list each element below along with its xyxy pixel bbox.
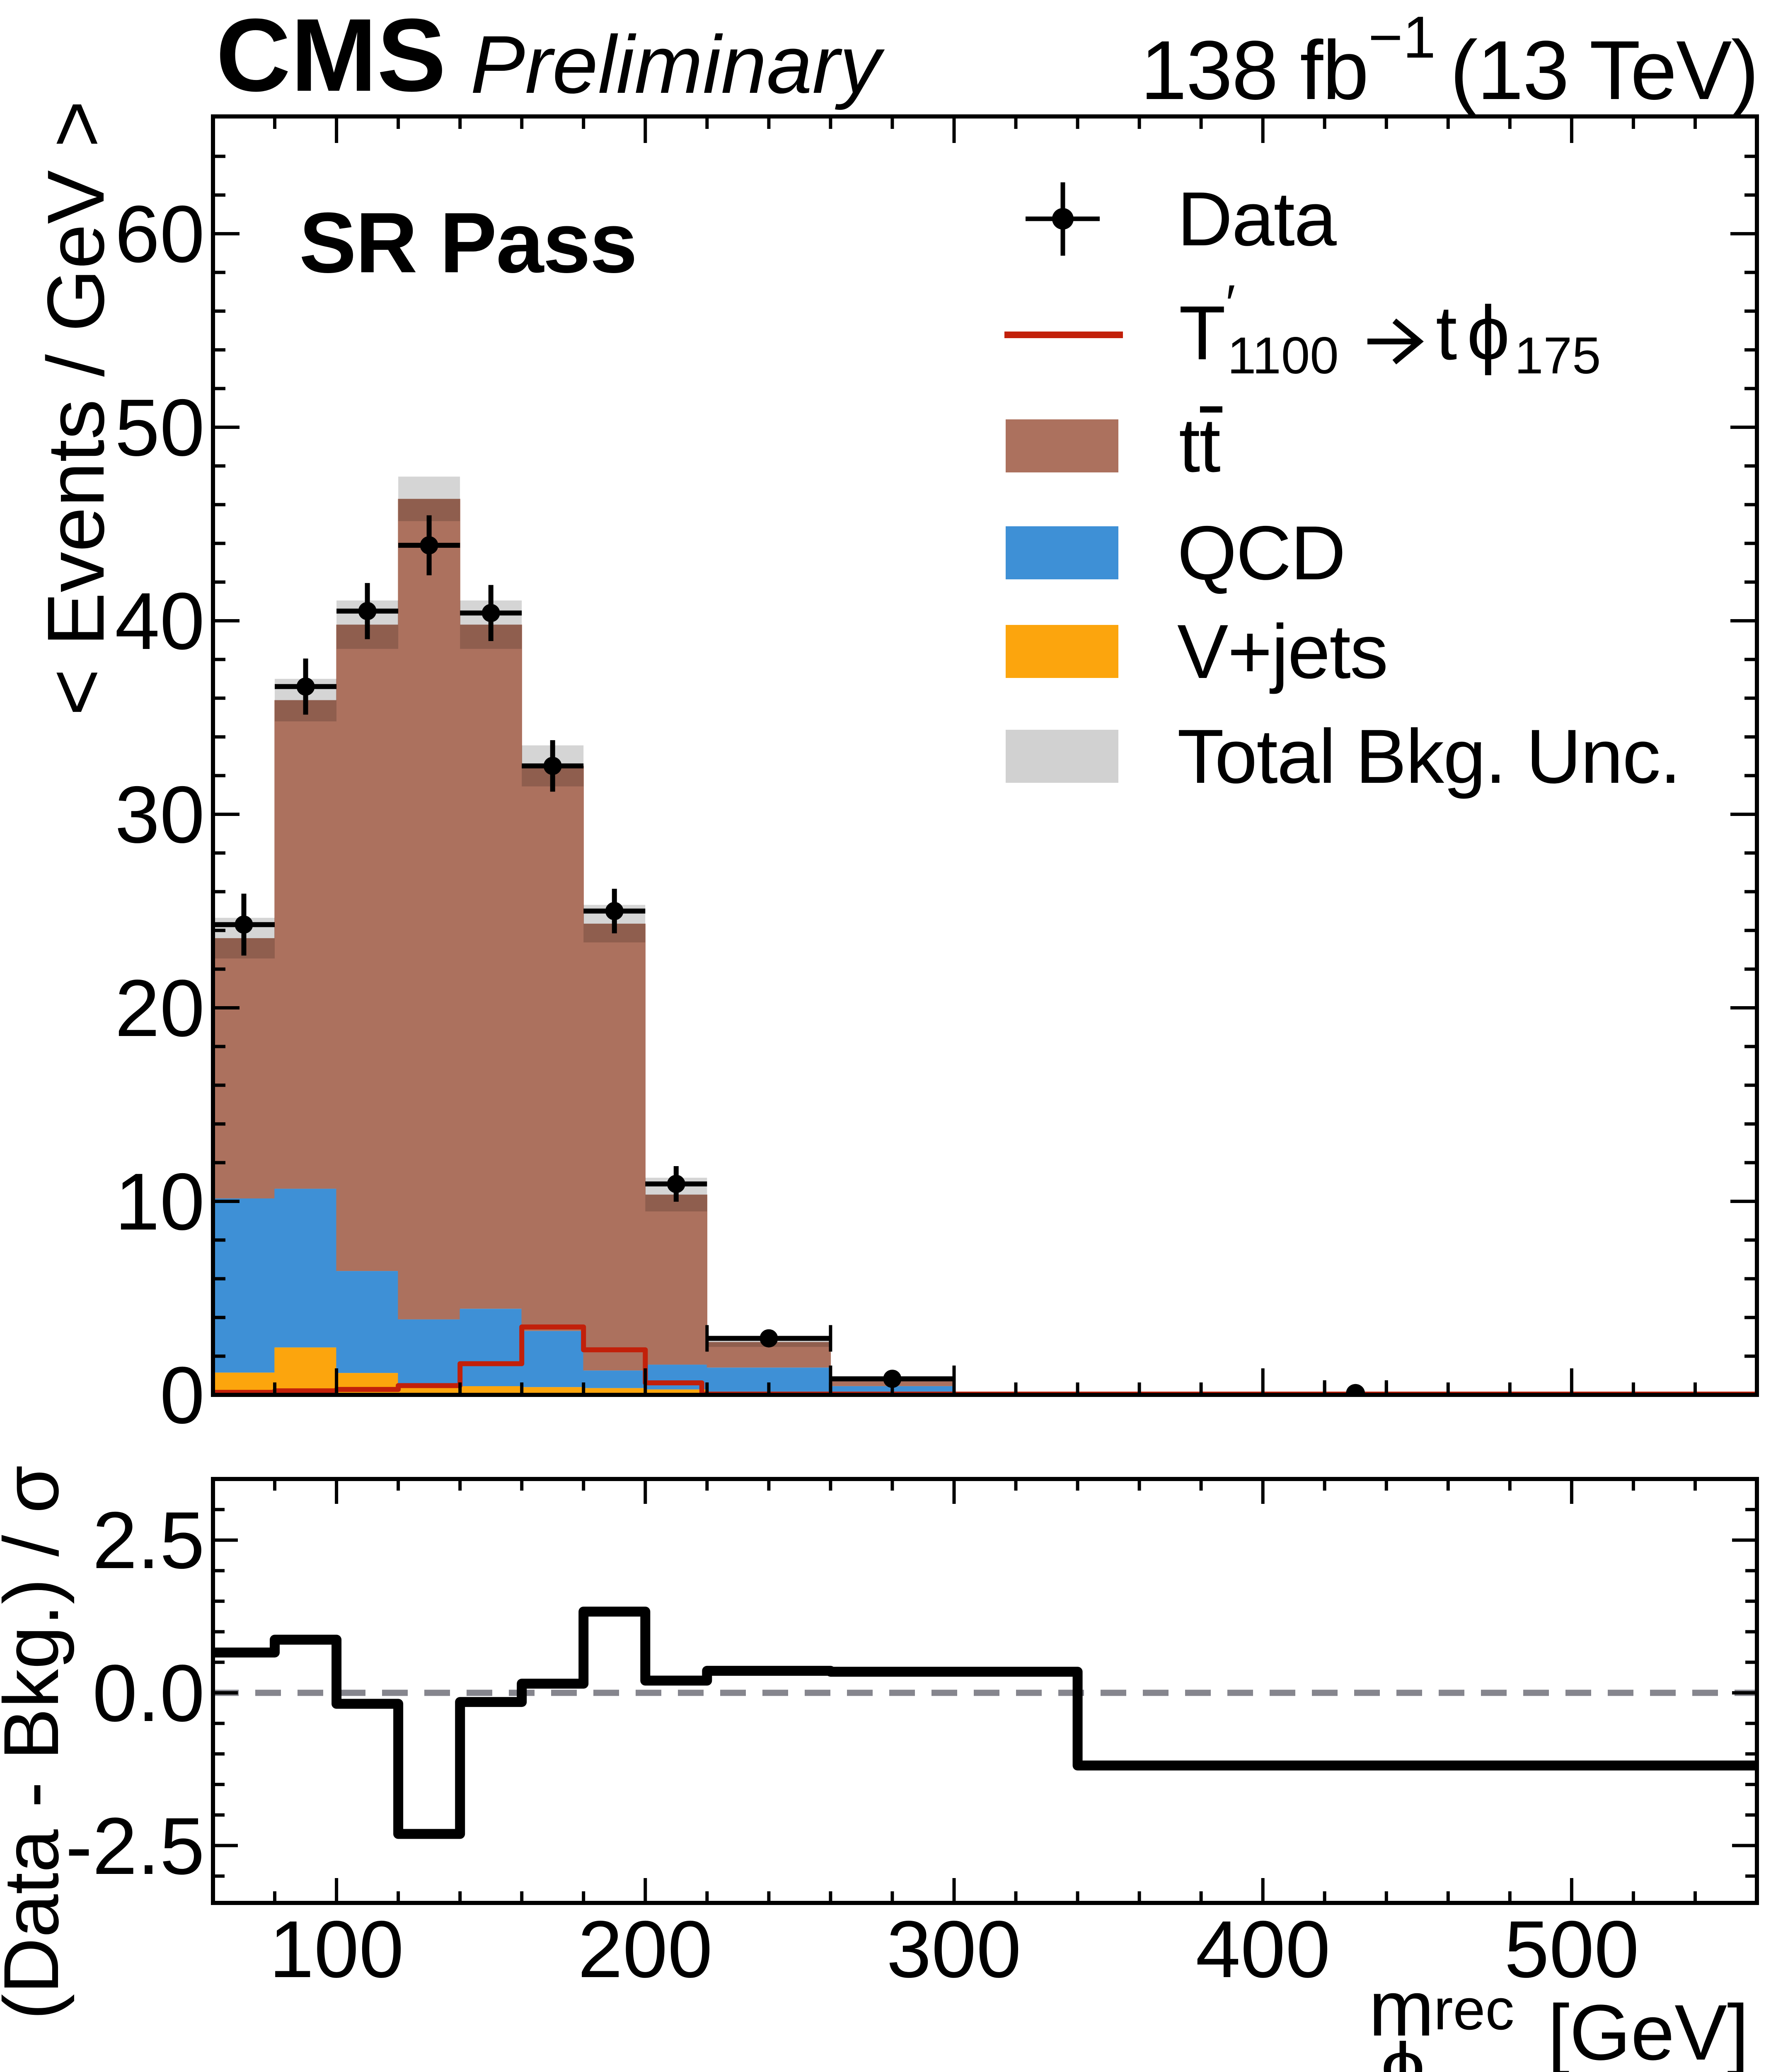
svg-text:(13 TeV): (13 TeV) — [1450, 23, 1758, 117]
svg-text:60: 60 — [115, 189, 205, 279]
svg-text:ϕ: ϕ — [1467, 290, 1509, 376]
svg-text:2.5: 2.5 — [92, 1495, 205, 1585]
svg-text:CMS: CMS — [216, 0, 446, 113]
svg-text:200: 200 — [578, 1904, 712, 1995]
svg-text:10: 10 — [115, 1157, 205, 1247]
svg-text:1100: 1100 — [1227, 327, 1339, 385]
svg-text:Data: Data — [1177, 177, 1337, 262]
svg-text:QCD: QCD — [1177, 511, 1345, 596]
svg-text:Total Bkg. Unc.: Total Bkg. Unc. — [1177, 714, 1680, 799]
svg-text:m: m — [1369, 1965, 1434, 2053]
svg-text:30: 30 — [115, 770, 205, 860]
svg-text:SR Pass: SR Pass — [299, 195, 637, 290]
svg-text:[GeV]: [GeV] — [1548, 1989, 1749, 2072]
svg-text:−1: −1 — [1368, 5, 1436, 70]
svg-text:0: 0 — [160, 1350, 205, 1440]
svg-text:< Events / GeV >: < Events / GeV > — [31, 101, 121, 716]
svg-text:tt: tt — [1179, 403, 1220, 488]
svg-text:′: ′ — [1226, 275, 1235, 332]
svg-text:V+jets: V+jets — [1177, 609, 1387, 695]
svg-text:138 fb: 138 fb — [1140, 23, 1368, 117]
svg-text:175: 175 — [1515, 327, 1601, 385]
svg-text:t: t — [1436, 290, 1457, 376]
svg-text:40: 40 — [115, 576, 205, 666]
svg-text:400: 400 — [1195, 1904, 1330, 1995]
svg-text:300: 300 — [886, 1904, 1021, 1995]
svg-text:-2.5: -2.5 — [65, 1801, 205, 1891]
svg-text:T: T — [1179, 290, 1225, 376]
svg-text:20: 20 — [115, 963, 205, 1053]
svg-text:500: 500 — [1504, 1904, 1639, 1995]
svg-text:0.0: 0.0 — [92, 1648, 205, 1738]
svg-text:50: 50 — [115, 382, 205, 473]
svg-text:Preliminary: Preliminary — [470, 19, 885, 110]
svg-text:100: 100 — [269, 1904, 404, 1995]
svg-text:rec: rec — [1434, 1977, 1514, 2042]
svg-text:(Data - Bkg.) / σ: (Data - Bkg.) / σ — [0, 1465, 75, 2020]
svg-text:ϕ: ϕ — [1381, 2030, 1425, 2072]
